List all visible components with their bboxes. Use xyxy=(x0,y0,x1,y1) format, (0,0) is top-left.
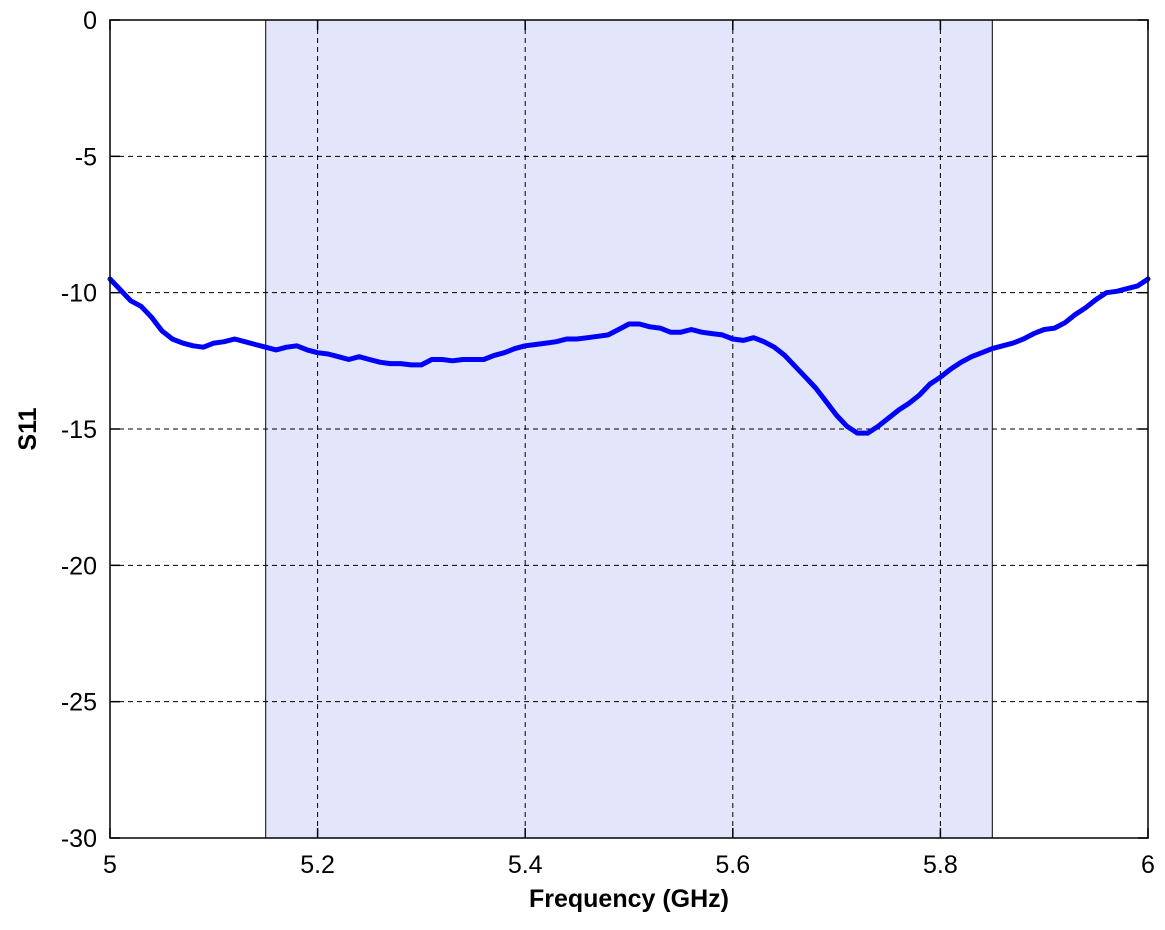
y-tick-labels: 0 -5 -10 -15 -20 -25 -30 xyxy=(61,7,97,853)
x-tick-label-2: 5.4 xyxy=(508,851,543,879)
y-axis-title: S11 xyxy=(14,407,42,450)
x-tick-label-3: 5.6 xyxy=(715,851,750,879)
x-tick-label-5: 6 xyxy=(1141,851,1155,879)
y-tick-label-6: -30 xyxy=(61,825,97,853)
y-tick-label-1: -5 xyxy=(75,143,97,171)
s11-curve xyxy=(107,276,1151,436)
y-tick-label-4: -20 xyxy=(61,552,97,580)
y-tick-label-5: -25 xyxy=(61,689,97,717)
y-tick-label-3: -15 xyxy=(61,416,97,444)
grid-lines xyxy=(110,20,1148,838)
x-tick-label-0: 5 xyxy=(103,851,117,879)
y-tick-label-2: -10 xyxy=(61,280,97,308)
x-tick-label-4: 5.8 xyxy=(923,851,958,879)
plot-frame xyxy=(109,19,1149,839)
x-axis-title: Frequency (GHz) xyxy=(529,885,729,913)
y-tick-label-0: 0 xyxy=(83,7,97,35)
x-tick-label-1: 5.2 xyxy=(300,851,335,879)
x-tick-labels: 5 5.2 5.4 5.6 5.8 6 xyxy=(103,851,1155,879)
